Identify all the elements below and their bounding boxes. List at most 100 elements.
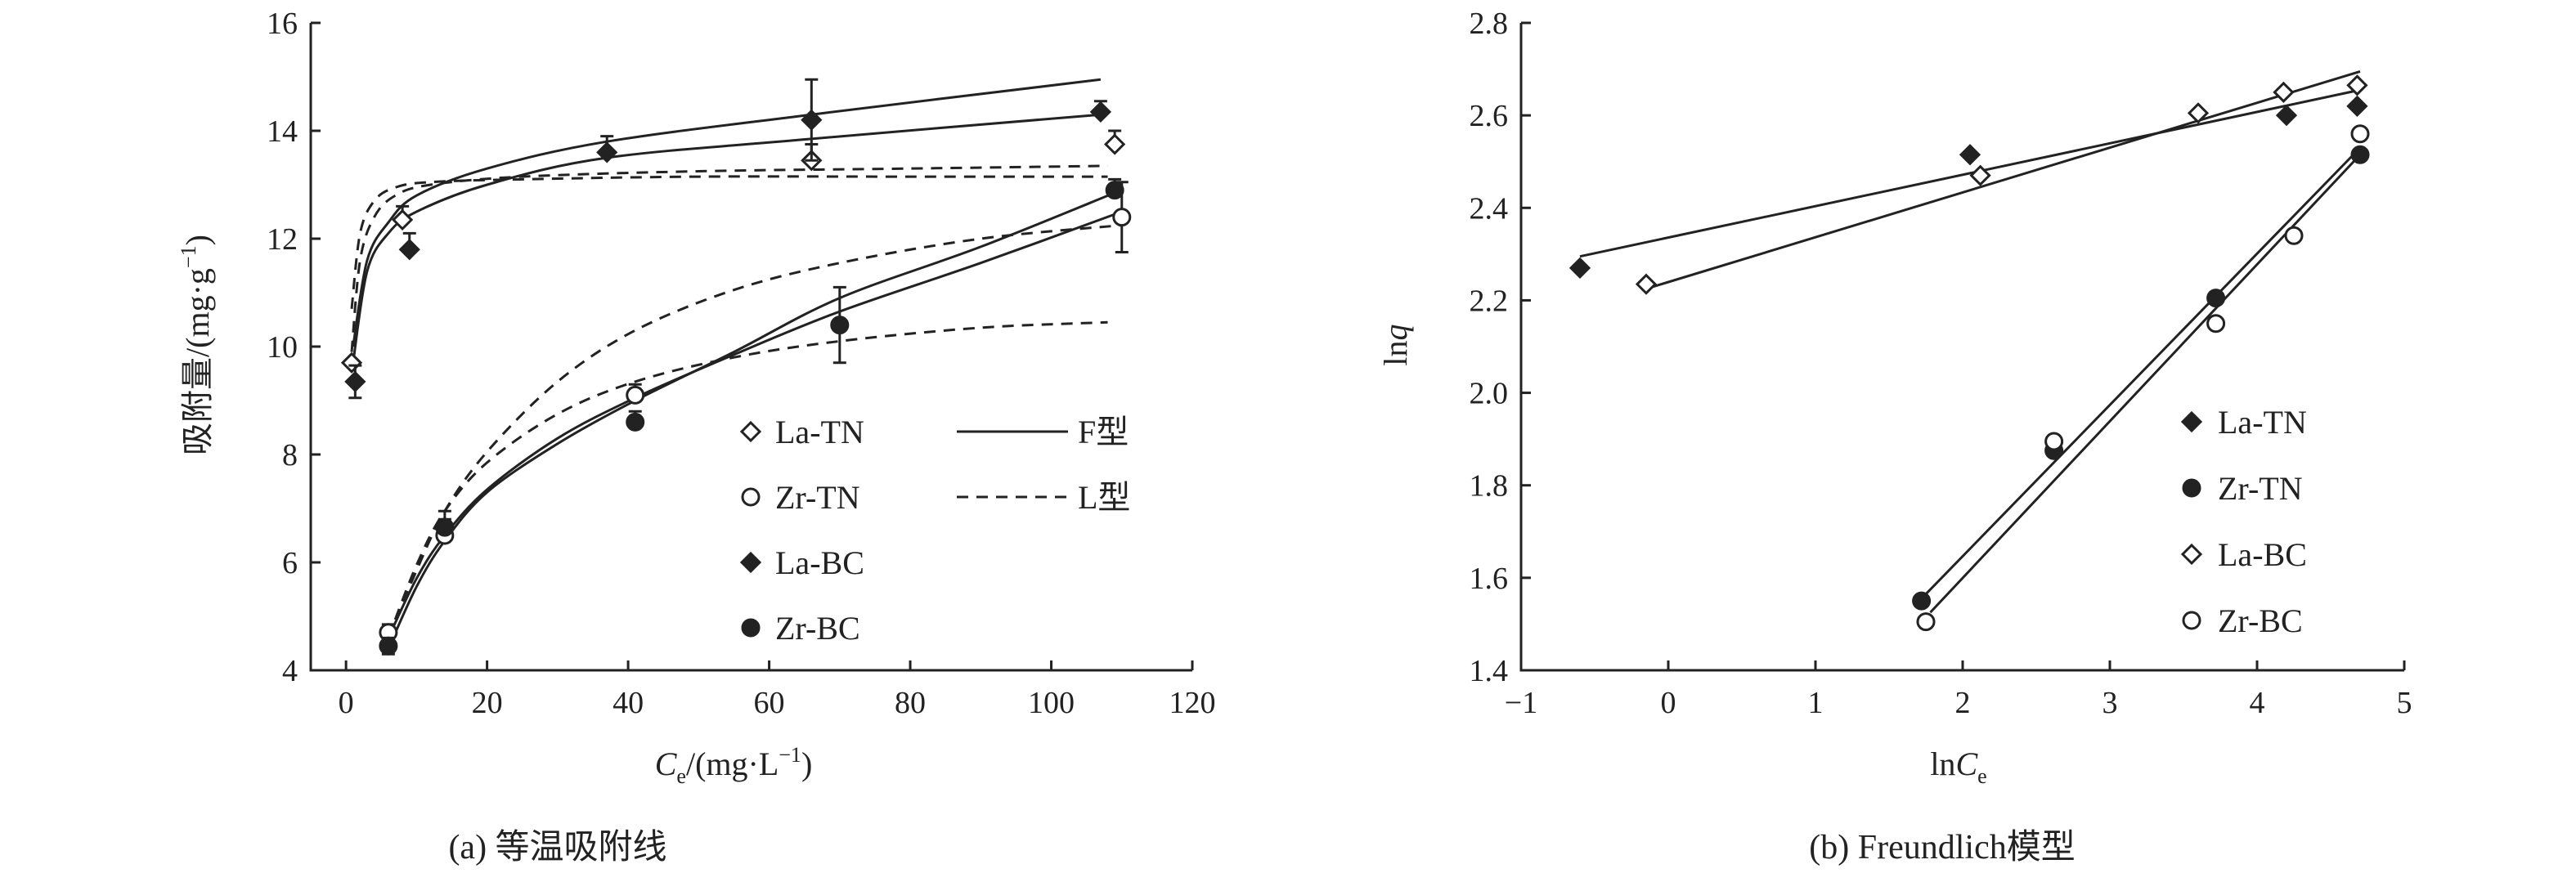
panel-b-point-La-BC bbox=[2187, 102, 2210, 124]
panel-a-legend: La-TN Zr-TN La-BC Zr-BC F型 L型 bbox=[739, 414, 1130, 647]
panel-b-plot: −1 0 1 2 3 4 5 1.4 1.6 1.8 2.0 2.2 2.4 2.6 2.8 bbox=[1470, 7, 2412, 720]
panel-a-ytick-label: 14 bbox=[267, 114, 298, 149]
panel-a-xlabel: Ce/(mg·L−1) bbox=[655, 743, 813, 788]
panel-a-point-Zr-TN bbox=[1112, 208, 1132, 227]
panel-b: lnCe lnq (b) Freundlich模型 La-TN Zr-TN La… bbox=[1377, 324, 2307, 866]
panel-a-caption: (a) 等温吸附线 bbox=[448, 829, 666, 866]
panel-b-point-La-BC bbox=[2273, 81, 2295, 103]
legend-a-line-label-1: L型 bbox=[1078, 479, 1130, 516]
legend-b-marker-3 bbox=[2182, 611, 2201, 630]
panel-b-point-La-TN bbox=[1568, 257, 1591, 279]
panel-b-ytick-label: 2.0 bbox=[1470, 377, 1509, 411]
panel-a-xtick-label: 100 bbox=[1028, 686, 1075, 720]
panel-b-ytick-label: 2.8 bbox=[1470, 7, 1509, 41]
panel-a-ytick-label: 6 bbox=[282, 546, 298, 580]
panel-a-point-Zr-BC bbox=[435, 517, 455, 537]
panel-a-fit-line-Zr-TN bbox=[387, 210, 1123, 639]
panel-b-xtick-label: 0 bbox=[1661, 686, 1676, 720]
panel-b-axes bbox=[1519, 23, 2404, 672]
panel-a-point-La-TN bbox=[340, 351, 363, 374]
panel-a-point-La-BC bbox=[801, 109, 823, 131]
panel-a-point-La-BC bbox=[596, 141, 618, 163]
panel-a-fit-line-La-BC bbox=[352, 78, 1102, 347]
panel-b-fit-line-La-BC bbox=[1645, 69, 2361, 290]
panel-b-xtick-label: 1 bbox=[1808, 686, 1824, 720]
legend-b-marker-2 bbox=[2180, 543, 2203, 566]
legend-a-label-0: La-TN bbox=[775, 414, 864, 450]
panel-a-xtick-label: 0 bbox=[339, 686, 354, 720]
legend-b-marker-1 bbox=[2182, 478, 2201, 498]
panel-a-plot: 0 20 40 60 80 100 120 4 6 8 10 12 14 16 bbox=[267, 7, 1216, 720]
panel-a-point-La-BC bbox=[398, 239, 420, 261]
panel-a-point-La-TN bbox=[1104, 133, 1126, 155]
panel-a-xtick-label: 20 bbox=[472, 686, 503, 720]
legend-a-label-2: La-BC bbox=[775, 544, 864, 581]
panel-b-xtick-label: 3 bbox=[2103, 686, 2118, 720]
legend-b-label-3: Zr-BC bbox=[2218, 602, 2303, 639]
panel-b-xtick-label: 4 bbox=[2250, 686, 2265, 720]
panel-a-ylabel: 吸附量/(mg·g−1) bbox=[177, 235, 216, 455]
panel-a-point-Zr-BC bbox=[830, 316, 850, 335]
panel-b-fit-line-La-TN bbox=[1579, 88, 2361, 258]
panel-b-ylabel: lnq bbox=[1377, 324, 1414, 365]
panel-b-caption: (b) Freundlich模型 bbox=[1809, 829, 2075, 866]
panel-b-fit-line-Zr-TN bbox=[1920, 146, 2362, 600]
panel-b-point-Zr-TN bbox=[2350, 145, 2370, 164]
legend-a-line-label-0: F型 bbox=[1078, 414, 1129, 450]
panel-b-point-Zr-BC bbox=[2044, 432, 2064, 451]
panel-a-fit-line-La-TN bbox=[350, 164, 1108, 352]
panel-b-point-La-BC bbox=[1969, 164, 1991, 186]
panel-b-xtick-label: −1 bbox=[1505, 686, 1537, 720]
panel-b-point-La-TN bbox=[1959, 144, 1981, 166]
panel-b-legend: La-TN Zr-TN La-BC Zr-BC bbox=[2180, 404, 2307, 639]
panel-a-point-La-BC bbox=[1089, 101, 1112, 123]
panel-a-point-Zr-TN bbox=[626, 385, 645, 405]
panel-b-point-Zr-BC bbox=[2350, 124, 2370, 144]
panel-a: Ce/(mg·L−1) 吸附量/(mg·g−1) (a) 等温吸附线 La-TN… bbox=[177, 235, 1130, 866]
legend-a-marker-3 bbox=[741, 618, 761, 638]
legend-b-label-1: Zr-TN bbox=[2218, 470, 2303, 507]
panel-b-point-La-TN bbox=[2346, 95, 2368, 117]
legend-a-marker-2 bbox=[739, 551, 762, 574]
panel-a-point-Zr-BC bbox=[379, 636, 398, 656]
panel-a-point-Zr-BC bbox=[1105, 181, 1124, 200]
legend-a-label-3: Zr-BC bbox=[775, 610, 860, 647]
panel-b-point-Zr-TN bbox=[2206, 289, 2226, 308]
legend-b-label-0: La-TN bbox=[2218, 404, 2307, 441]
panel-a-point-La-BC bbox=[344, 370, 366, 393]
panel-a-xtick-label: 80 bbox=[895, 686, 926, 720]
panel-a-point-La-TN bbox=[391, 208, 414, 231]
panel-a-fit-line-La-BC bbox=[350, 175, 1108, 309]
panel-b-point-Zr-BC bbox=[2284, 226, 2304, 245]
panel-b-ytick-label: 1.4 bbox=[1470, 654, 1509, 688]
panel-a-fit-line-Zr-BC bbox=[387, 320, 1108, 638]
panel-a-fit-line-La-TN bbox=[352, 113, 1102, 364]
panel-b-ytick-label: 2.4 bbox=[1470, 191, 1509, 226]
panel-a-xtick-label: 120 bbox=[1169, 686, 1216, 720]
legend-a-marker-1 bbox=[741, 487, 761, 507]
panel-b-point-La-BC bbox=[2346, 74, 2368, 96]
panel-b-point-La-BC bbox=[1635, 273, 1658, 295]
panel-b-ytick-label: 2.6 bbox=[1470, 99, 1509, 133]
panel-b-point-La-TN bbox=[2275, 105, 2298, 127]
panel-a-ytick-label: 10 bbox=[267, 330, 298, 365]
panel-a-ytick-label: 4 bbox=[282, 654, 298, 688]
legend-b-marker-0 bbox=[2180, 410, 2203, 433]
panel-a-ytick-label: 12 bbox=[267, 222, 298, 257]
panel-b-point-Zr-BC bbox=[2206, 314, 2226, 334]
panel-b-ytick-label: 1.6 bbox=[1470, 562, 1509, 596]
panel-b-ytick-label: 1.8 bbox=[1470, 469, 1509, 504]
panel-a-ytick-label: 16 bbox=[267, 7, 298, 41]
panel-a-fit-line-Zr-BC bbox=[387, 191, 1115, 650]
panel-b-point-Zr-BC bbox=[1916, 612, 1936, 632]
legend-a-marker-0 bbox=[739, 420, 762, 443]
legend-b-label-2: La-BC bbox=[2218, 536, 2307, 573]
panel-b-xlabel: lnCe bbox=[1930, 745, 1986, 788]
legend-a-label-1: Zr-TN bbox=[775, 479, 860, 516]
panel-b-ytick-label: 2.2 bbox=[1470, 284, 1509, 318]
panel-b-xtick-label: 5 bbox=[2397, 686, 2412, 720]
panel-a-xtick-label: 60 bbox=[754, 686, 785, 720]
panel-a-xtick-label: 40 bbox=[613, 686, 644, 720]
